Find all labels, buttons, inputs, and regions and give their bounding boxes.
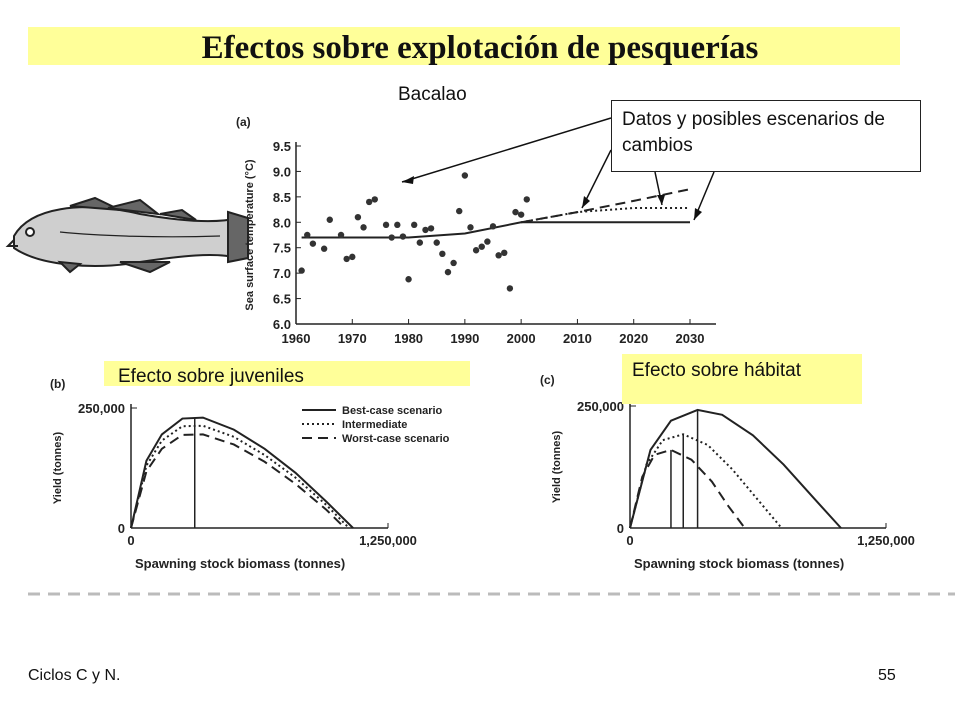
data-point xyxy=(439,250,446,258)
x-tick-label: 2000 xyxy=(507,331,536,346)
x-axis-title: Spawning stock biomass (tonnes) xyxy=(634,556,844,571)
footer-course: Ciclos C y N. xyxy=(28,667,121,684)
label-juveniles: Efecto sobre juveniles xyxy=(104,361,470,387)
y-tick-label: 250,000 xyxy=(577,399,624,414)
data-point xyxy=(405,276,412,283)
y-tick-label: 6.5 xyxy=(273,292,291,307)
data-point xyxy=(495,252,502,259)
cod-fish-icon xyxy=(5,196,249,274)
data-point xyxy=(382,221,390,229)
y-tick-label: 7.0 xyxy=(273,266,291,281)
data-point xyxy=(320,245,328,252)
legend-label: Best-case scenario xyxy=(342,405,443,417)
series-line-dotted xyxy=(520,207,690,224)
y-tick-label: 6.0 xyxy=(273,317,291,332)
data-point xyxy=(394,221,401,229)
data-point xyxy=(365,198,373,206)
data-point xyxy=(309,240,317,247)
data-point xyxy=(506,285,514,292)
data-point xyxy=(444,268,452,276)
data-point xyxy=(501,249,508,256)
y-tick-label: 9.5 xyxy=(273,139,291,154)
x-tick-label: 1,250,000 xyxy=(857,533,915,548)
data-point xyxy=(399,233,407,240)
data-point xyxy=(512,208,519,216)
title-band xyxy=(28,27,900,65)
yield-curve-dotted xyxy=(629,433,783,529)
x-tick-label: 0 xyxy=(626,533,633,548)
chart-panel-a: (a) 1960 1970 1980 1990 2000 2010 2020 2030 6.0 6.… xyxy=(236,115,716,346)
yield-curve-dotted xyxy=(130,424,350,529)
y-tick-label: 250,000 xyxy=(78,401,125,416)
yield-curve-dashed xyxy=(629,448,746,529)
slide-title: Efectos sobre explotación de pesquerías xyxy=(201,30,759,66)
data-point xyxy=(343,255,350,263)
data-point xyxy=(360,224,367,231)
data-point xyxy=(298,267,305,274)
y-axis-title: Yield (tonnes) xyxy=(551,431,563,504)
x-tick-label: 2030 xyxy=(676,331,705,346)
chart-panel-b: (b) 250,000 00 1,250,000 Spawning stock biom… xyxy=(50,377,450,571)
legend-label: Worst-case scenario xyxy=(342,433,450,445)
series-line-solid xyxy=(301,221,690,239)
data-point xyxy=(304,231,311,239)
callout-arrows xyxy=(401,117,715,221)
yield-curve-solid xyxy=(629,408,842,529)
yield-curve-solid xyxy=(130,416,354,529)
data-point xyxy=(461,172,469,179)
data-point xyxy=(478,243,485,250)
data-point xyxy=(427,225,435,232)
y-axis-title: Sea surface temperature (°C) xyxy=(244,159,256,310)
x-axis-title: Spawning stock biomass (tonnes) xyxy=(135,556,345,571)
data-point xyxy=(354,214,362,221)
chart-panel-c: (c) 250,000 00 1,250,000 Spawning stock biom… xyxy=(540,373,915,571)
x-tick-label: 1960 xyxy=(282,331,311,346)
panel-label: (c) xyxy=(540,373,555,387)
y-tick-label: 9.0 xyxy=(273,164,291,179)
panel-label: (b) xyxy=(50,377,65,391)
data-point xyxy=(326,216,333,223)
data-point xyxy=(467,224,474,231)
x-tick-label: 2010 xyxy=(563,331,592,346)
x-tick-label: 0 xyxy=(127,533,134,548)
data-point xyxy=(472,247,480,254)
data-point xyxy=(411,221,418,229)
data-point xyxy=(456,207,463,215)
data-point xyxy=(484,238,491,245)
callout-box: Datos y posibles escenarios de cambios xyxy=(611,100,921,172)
data-point xyxy=(523,196,530,203)
data-point xyxy=(371,196,378,203)
y-axis-title: Yield (tonnes) xyxy=(52,432,64,505)
x-tick-label: 1980 xyxy=(394,331,423,346)
label-habitat: Efecto sobre hábitat xyxy=(622,354,862,404)
page-number: 55 xyxy=(878,667,896,684)
data-point xyxy=(433,239,440,246)
data-point xyxy=(450,259,457,267)
series-line-dashed xyxy=(520,188,691,224)
data-point xyxy=(388,234,395,241)
x-tick-label: 1970 xyxy=(338,331,367,346)
data-point xyxy=(489,223,497,230)
y-tick-label: 8.5 xyxy=(273,190,291,205)
arrow-to-dashed xyxy=(581,149,612,209)
data-point xyxy=(422,226,429,234)
y-tick-label: 7.5 xyxy=(273,241,291,256)
x-tick-label: 1,250,000 xyxy=(359,533,417,548)
x-tick-label: 1990 xyxy=(450,331,479,346)
data-point xyxy=(337,231,345,239)
y-tick-label: 8.0 xyxy=(273,215,291,230)
data-point xyxy=(517,211,525,218)
data-point xyxy=(416,239,424,246)
data-point xyxy=(349,253,356,261)
y-tick-label: 0 xyxy=(118,521,125,536)
panel-label: (a) xyxy=(236,115,251,129)
yield-curve-dashed xyxy=(130,433,346,529)
arrow-to-data xyxy=(401,117,612,183)
y-tick-label: 0 xyxy=(617,521,624,536)
x-tick-label: 2020 xyxy=(619,331,648,346)
legend-label: Intermediate xyxy=(342,419,407,431)
chart-subtitle: Bacalao xyxy=(398,84,467,105)
